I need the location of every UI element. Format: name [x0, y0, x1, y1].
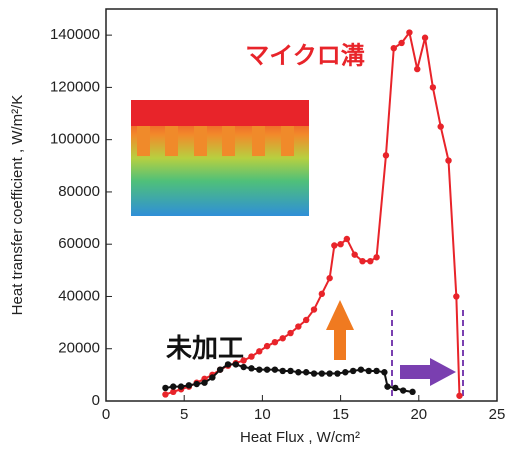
data-point: [256, 348, 262, 354]
data-point: [359, 258, 365, 264]
data-point: [311, 370, 317, 376]
x-tick-label: 0: [102, 406, 110, 423]
data-point: [373, 254, 379, 260]
y-tick-label: 120000: [50, 78, 100, 95]
data-point: [272, 366, 278, 372]
data-point: [414, 66, 420, 72]
x-tick-label: 20: [410, 406, 427, 423]
data-point: [367, 258, 373, 264]
data-point: [248, 353, 254, 359]
x-tick-label: 10: [254, 406, 271, 423]
data-point: [256, 366, 262, 372]
data-point: [240, 357, 246, 363]
data-point: [264, 366, 270, 372]
data-point: [295, 323, 301, 329]
y-axis-label: Heat transfer coefficient , W/m²/K: [9, 95, 26, 316]
series-label: マイクロ溝: [245, 42, 365, 69]
data-point: [178, 383, 184, 389]
data-point: [422, 35, 428, 41]
data-point: [170, 383, 176, 389]
y-tick-label: 20000: [58, 340, 100, 357]
inset-image: [131, 100, 309, 216]
data-point: [280, 335, 286, 341]
data-point: [303, 317, 309, 323]
data-point: [384, 383, 390, 389]
data-point: [334, 370, 340, 376]
data-point: [162, 391, 168, 397]
data-point: [344, 236, 350, 242]
chart: Heat Flux , W/cm² Heat transfer coeffici…: [0, 0, 512, 450]
data-point: [400, 387, 406, 393]
data-point: [337, 241, 343, 247]
data-point: [430, 84, 436, 90]
y-tick-label: 60000: [58, 235, 100, 252]
data-point: [295, 369, 301, 375]
data-point: [409, 389, 415, 395]
data-point: [287, 330, 293, 336]
series-label: 未加工: [166, 333, 244, 363]
data-point: [342, 369, 348, 375]
data-point: [331, 242, 337, 248]
y-tick-label: 140000: [50, 26, 100, 43]
data-point: [358, 366, 364, 372]
data-point: [287, 368, 293, 374]
data-point: [194, 381, 200, 387]
y-tick-label: 40000: [58, 287, 100, 304]
y-tick-label: 0: [92, 392, 100, 409]
data-point: [264, 343, 270, 349]
data-point: [186, 382, 192, 388]
data-point: [381, 369, 387, 375]
data-point: [445, 157, 451, 163]
data-point: [233, 361, 239, 367]
x-tick-label: 25: [489, 406, 506, 423]
y-tick-label: 100000: [50, 131, 100, 148]
data-point: [225, 361, 231, 367]
data-point: [217, 366, 223, 372]
data-point: [319, 291, 325, 297]
data-point: [240, 364, 246, 370]
x-tick-label: 5: [180, 406, 188, 423]
data-point: [248, 365, 254, 371]
data-point: [366, 368, 372, 374]
y-tick-label: 80000: [58, 183, 100, 200]
data-point: [326, 275, 332, 281]
data-point: [272, 339, 278, 345]
data-point: [209, 374, 215, 380]
data-point: [456, 393, 462, 399]
data-point: [398, 40, 404, 46]
data-point: [437, 123, 443, 129]
x-axis-label: Heat Flux , W/cm²: [240, 429, 360, 446]
data-point: [303, 369, 309, 375]
data-point: [311, 306, 317, 312]
data-point: [373, 368, 379, 374]
data-point: [280, 368, 286, 374]
data-point: [162, 385, 168, 391]
data-point: [391, 45, 397, 51]
data-point: [383, 152, 389, 158]
data-point: [351, 251, 357, 257]
x-tick-label: 15: [332, 406, 349, 423]
data-point: [392, 385, 398, 391]
data-point: [326, 370, 332, 376]
data-point: [201, 380, 207, 386]
data-point: [453, 293, 459, 299]
data-point: [406, 29, 412, 35]
data-point: [319, 370, 325, 376]
data-point: [350, 368, 356, 374]
